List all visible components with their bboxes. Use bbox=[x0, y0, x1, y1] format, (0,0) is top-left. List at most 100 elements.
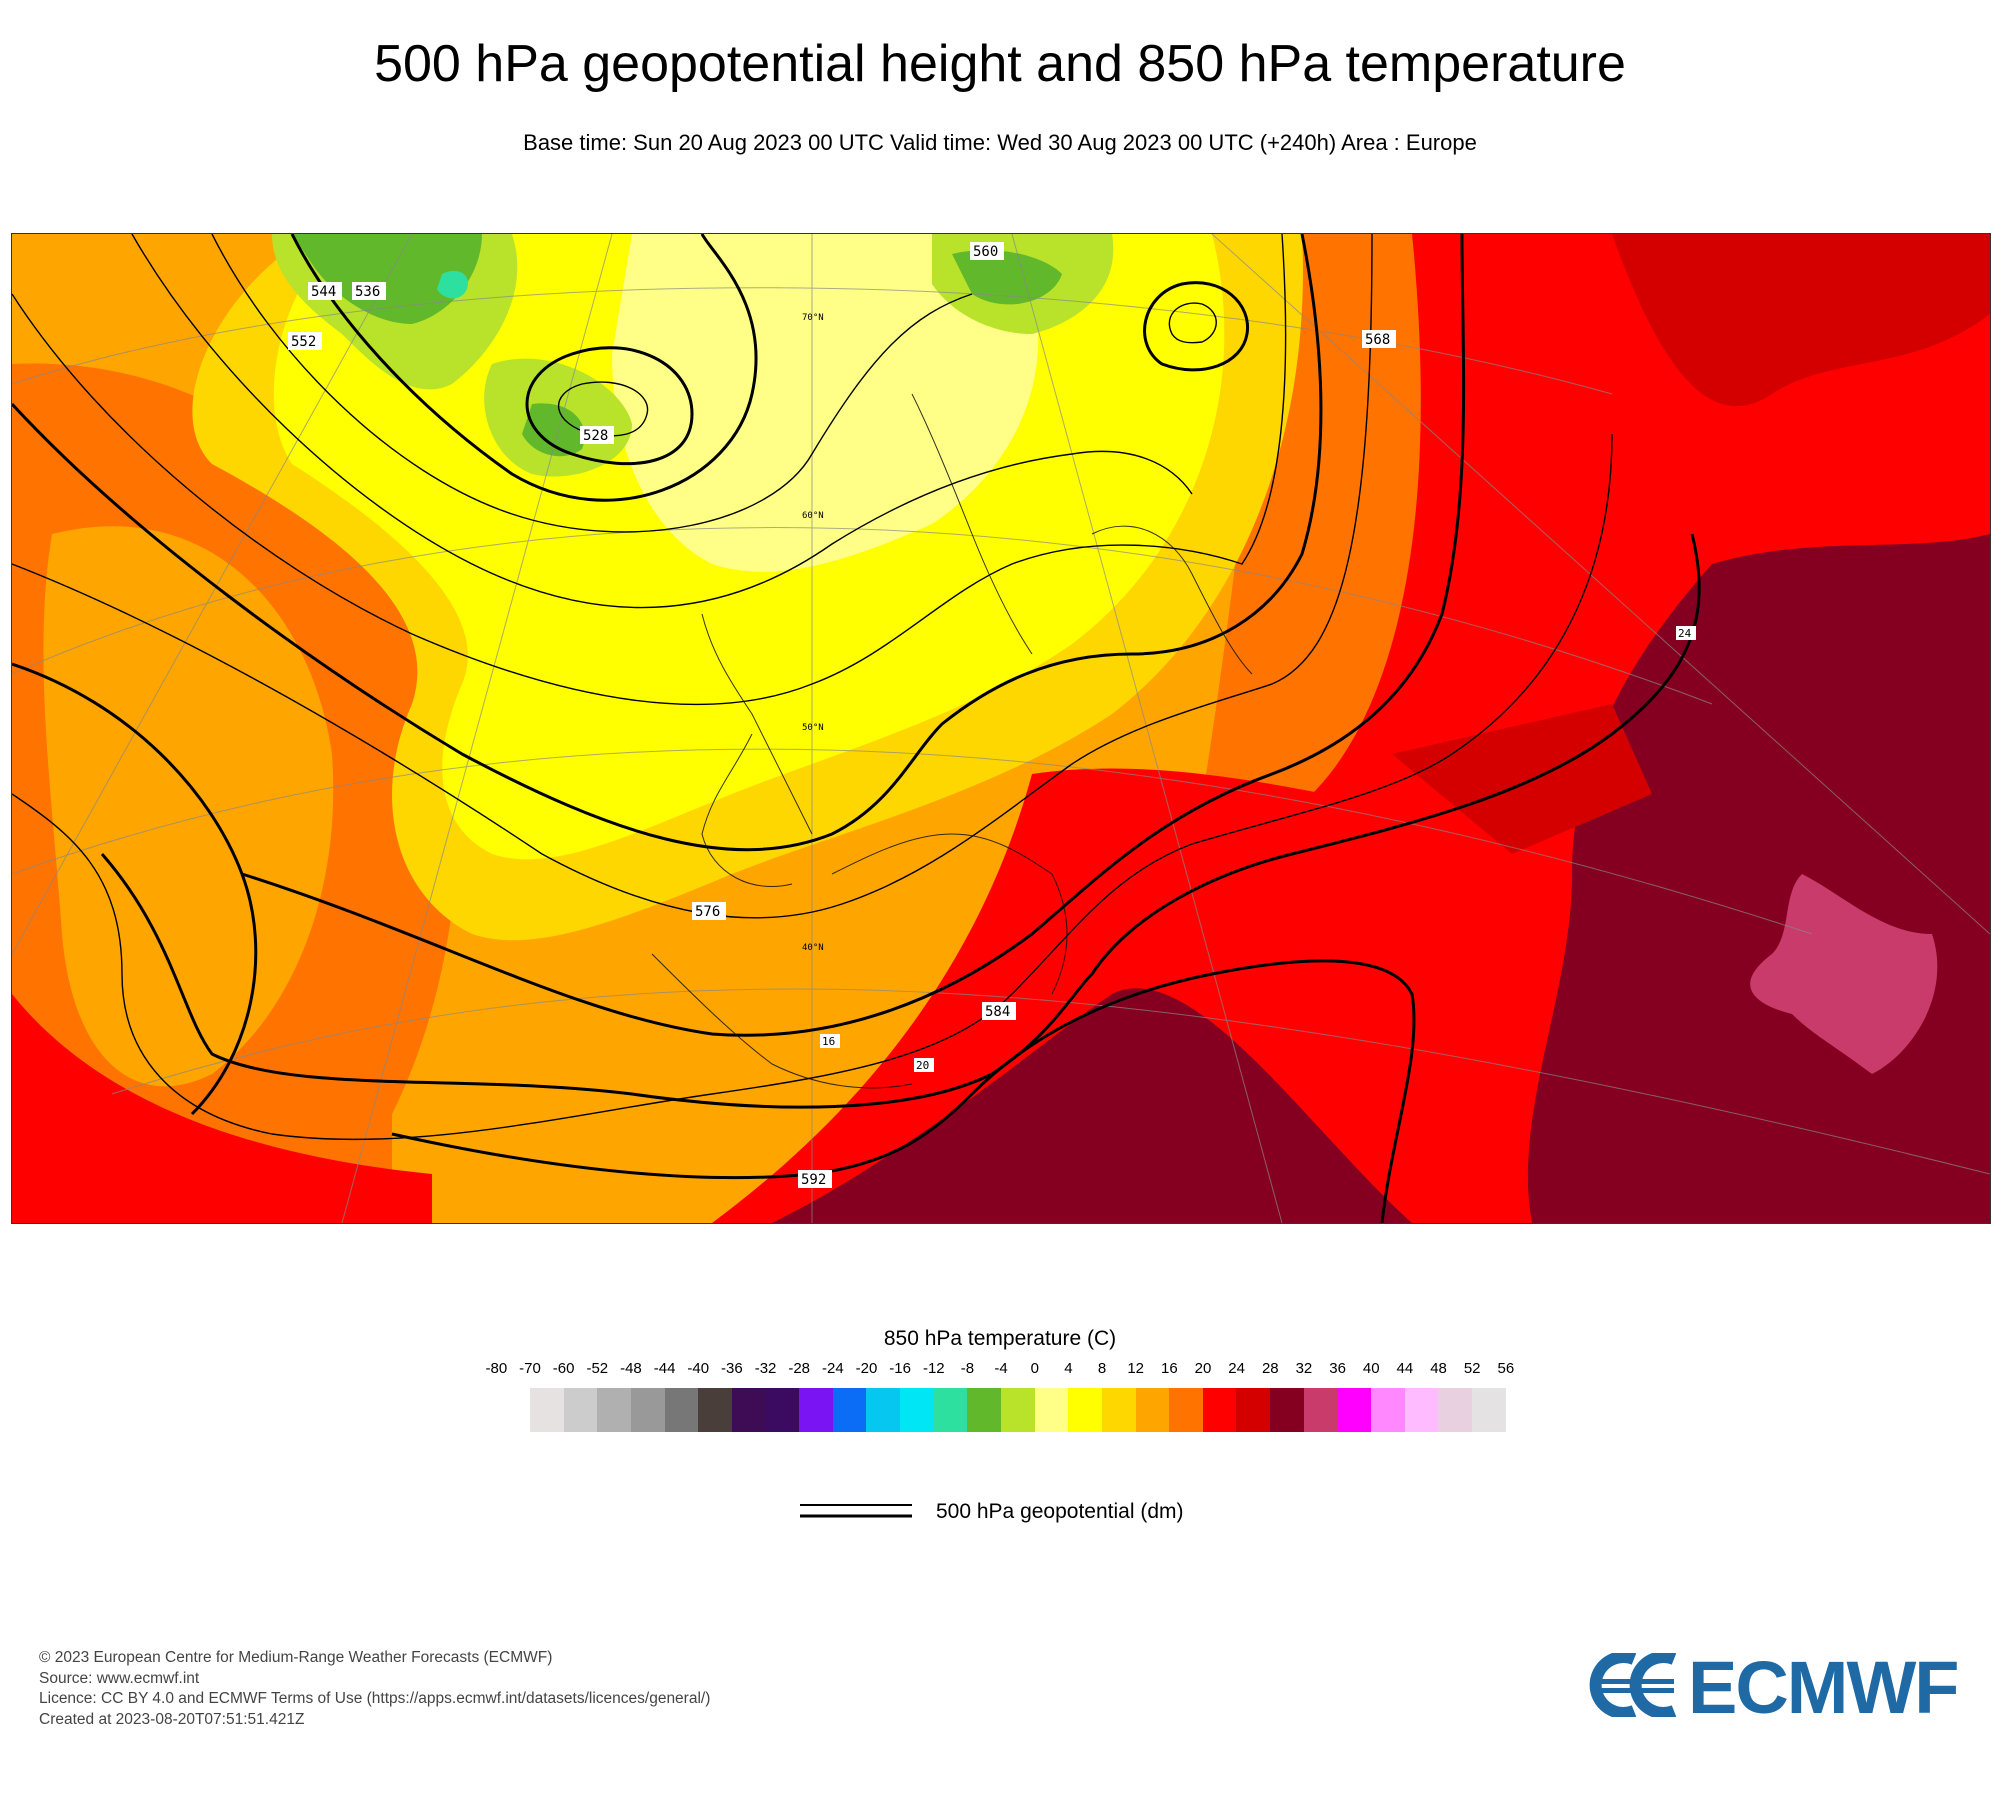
svg-text:40°N: 40°N bbox=[802, 943, 824, 953]
svg-text:70°N: 70°N bbox=[802, 313, 824, 323]
colorbar-swatch bbox=[1236, 1388, 1271, 1432]
colorbar-swatch bbox=[900, 1388, 934, 1432]
colorbar-swatch bbox=[1068, 1388, 1102, 1432]
colorbar-tick-label: 12 bbox=[1127, 1360, 1145, 1377]
colorbar-tick-label: -44 bbox=[653, 1360, 676, 1377]
ecmwf-logo-icon bbox=[1589, 1653, 1677, 1717]
contour-label-568: 568 bbox=[1362, 330, 1396, 348]
svg-text:528: 528 bbox=[583, 428, 608, 444]
colorbar-swatch bbox=[1438, 1388, 1472, 1432]
svg-text:20: 20 bbox=[916, 1059, 929, 1072]
footer-copyright: © 2023 European Centre for Medium-Range … bbox=[39, 1649, 553, 1666]
colorbar-tick-label: -28 bbox=[788, 1360, 811, 1377]
colorbar-tick-label: -36 bbox=[721, 1360, 743, 1377]
temp-label-16: 16 bbox=[820, 1034, 840, 1048]
lat-label-70: 70°N bbox=[802, 313, 824, 323]
colorbar-swatch bbox=[799, 1388, 833, 1432]
svg-text:576: 576 bbox=[695, 904, 720, 920]
colorbar-tick-label: -70 bbox=[519, 1360, 541, 1377]
colorbar-swatch bbox=[1270, 1388, 1304, 1432]
svg-text:560: 560 bbox=[973, 244, 998, 260]
footer: © 2023 European Centre for Medium-Range … bbox=[39, 1648, 710, 1730]
svg-text:24: 24 bbox=[1678, 627, 1692, 640]
colorbar-tick-label: 24 bbox=[1228, 1360, 1245, 1377]
colorbar-swatch bbox=[1135, 1388, 1170, 1432]
svg-text:536: 536 bbox=[355, 284, 380, 300]
ecmwf-logo-text: ECMWF bbox=[1688, 1646, 1959, 1729]
colorbar-swatch bbox=[664, 1388, 699, 1432]
colorbar-tick-label: -20 bbox=[855, 1360, 878, 1377]
map-panel: 528 536 544 552 560 568 576 584 592 20 2… bbox=[11, 233, 1991, 1224]
colorbar-tick-label: 56 bbox=[1497, 1360, 1515, 1377]
svg-text:584: 584 bbox=[985, 1004, 1010, 1020]
colorbar-swatch bbox=[1000, 1388, 1035, 1432]
colorbar-tick-label: -80 bbox=[485, 1360, 508, 1377]
colorbar-tick-label: 44 bbox=[1396, 1360, 1414, 1377]
colorbar-ticks: -80 -70 -60 -52 -48 -44 -40 -36 -32 -28 -24 -20 -16-… bbox=[0, 1360, 2000, 1384]
colorbar-swatch bbox=[563, 1388, 598, 1432]
contour-label-592: 592 bbox=[798, 1170, 832, 1188]
chart-title: 500 hPa geopotential height and 850 hPa … bbox=[374, 35, 1626, 93]
colorbar-swatch bbox=[1404, 1388, 1439, 1432]
chart-subtitle: Base time: Sun 20 Aug 2023 00 UTC Valid … bbox=[523, 130, 1477, 155]
colorbar-tick-label: -24 bbox=[822, 1360, 844, 1377]
temperature-field: 528 536 544 552 560 568 576 584 592 20 2… bbox=[12, 234, 1990, 1223]
colorbar-tick-label: -4 bbox=[994, 1360, 1008, 1377]
svg-text:60°N: 60°N bbox=[802, 511, 824, 521]
colorbar-tick-label: -12 bbox=[922, 1360, 945, 1377]
colorbar-swatch bbox=[765, 1388, 800, 1432]
svg-text:50°N: 50°N bbox=[802, 723, 824, 733]
colorbar-tick-label: 52 bbox=[1463, 1360, 1481, 1377]
colorbar-tick-label: -8 bbox=[960, 1360, 975, 1377]
lat-label-60: 60°N bbox=[802, 511, 824, 521]
colorbar-tick-label: 4 bbox=[1064, 1360, 1073, 1377]
contour-label-536: 536 bbox=[352, 282, 386, 300]
colorbar-tick-label: 36 bbox=[1329, 1360, 1346, 1377]
lat-label-40: 40°N bbox=[802, 943, 824, 953]
colorbar bbox=[530, 1388, 1506, 1432]
colorbar-tick-label: 48 bbox=[1430, 1360, 1447, 1377]
footer-created: Created at 2023-08-20T07:51:51.421Z bbox=[39, 1710, 305, 1728]
footer-licence: Licence: CC BY 4.0 and ECMWF Terms of Us… bbox=[39, 1690, 711, 1707]
contour-label-544: 544 bbox=[308, 282, 342, 300]
colorbar-swatch bbox=[597, 1388, 631, 1432]
colorbar-swatch bbox=[698, 1388, 732, 1432]
colorbar-swatch bbox=[1101, 1388, 1136, 1432]
colorbar-tick-label: -32 bbox=[754, 1360, 777, 1377]
colorbar-swatch bbox=[933, 1388, 968, 1432]
colorbar-swatch bbox=[1202, 1388, 1237, 1432]
colorbar-swatch bbox=[1169, 1388, 1203, 1432]
contour-legend-line bbox=[800, 1504, 912, 1518]
svg-text:552: 552 bbox=[291, 334, 316, 350]
contour-label-576: 576 bbox=[692, 902, 726, 920]
colorbar-swatch bbox=[866, 1388, 901, 1432]
colorbar-swatch bbox=[1371, 1388, 1405, 1432]
colorbar-tick-label: 16 bbox=[1161, 1360, 1178, 1377]
contour-label-560: 560 bbox=[970, 242, 1004, 260]
colorbar-tick-label: 0 bbox=[1030, 1360, 1039, 1377]
colorbar-tick-label: -60 bbox=[552, 1360, 575, 1377]
colorbar-tick-label: -52 bbox=[586, 1360, 609, 1377]
colorbar-tick-label: 28 bbox=[1261, 1360, 1279, 1377]
contour-label-528: 528 bbox=[580, 426, 614, 444]
svg-text:568: 568 bbox=[1365, 332, 1390, 348]
colorbar-swatch bbox=[1337, 1388, 1372, 1432]
colorbar-tick-label: 8 bbox=[1097, 1360, 1107, 1377]
svg-text:16: 16 bbox=[822, 1035, 835, 1048]
colorbar-swatch bbox=[832, 1388, 867, 1432]
colorbar-swatch bbox=[731, 1388, 766, 1432]
temp-label-24: 24 bbox=[1676, 626, 1696, 640]
colorbar-tick-label: -16 bbox=[889, 1360, 911, 1377]
contour-legend-label: 500 hPa geopotential (dm) bbox=[936, 1500, 1184, 1523]
colorbar-swatch bbox=[967, 1388, 1001, 1432]
temp-label-20: 20 bbox=[914, 1058, 934, 1072]
colorbar-swatch bbox=[630, 1388, 665, 1432]
lat-label-50: 50°N bbox=[802, 723, 824, 733]
svg-text:592: 592 bbox=[801, 1172, 826, 1188]
svg-text:544: 544 bbox=[311, 284, 336, 300]
colorbar-swatch bbox=[1471, 1388, 1506, 1432]
colorbar-tick-label: -40 bbox=[687, 1360, 710, 1377]
colorbar-swatch bbox=[530, 1388, 564, 1432]
colorbar-tick-label: 20 bbox=[1194, 1360, 1212, 1377]
colorbar-tick-label: -48 bbox=[620, 1360, 642, 1377]
